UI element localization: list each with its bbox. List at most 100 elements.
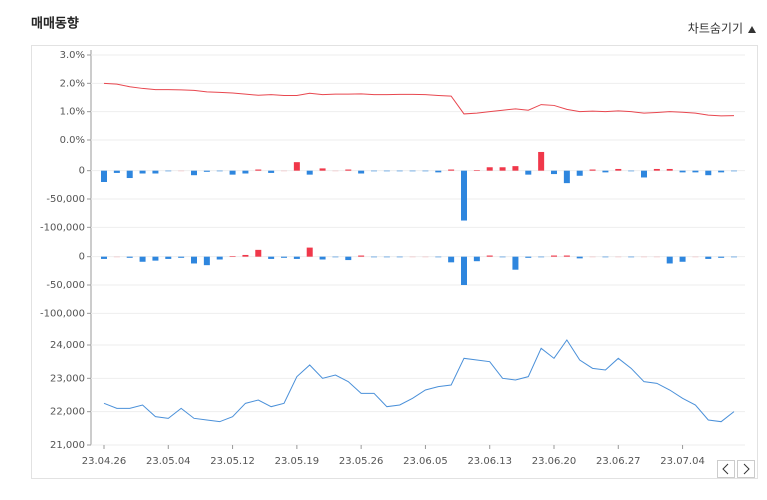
bar (255, 169, 262, 171)
bar (281, 256, 287, 258)
bar (101, 256, 107, 259)
bar (538, 151, 545, 171)
x-tick-label: 23.05.12 (210, 456, 255, 467)
bar (461, 170, 467, 221)
bar (139, 170, 146, 174)
bar (448, 256, 455, 263)
nav-prev[interactable] (717, 460, 735, 478)
x-tick-label: 23.06.27 (596, 456, 641, 467)
bar (551, 255, 557, 257)
bar (332, 170, 339, 172)
bar (191, 170, 197, 176)
bar (306, 170, 313, 175)
bar (692, 170, 699, 173)
bar (281, 170, 287, 172)
y-tick-label: -100,000 (40, 222, 85, 233)
y-tick-label: -100,000 (40, 308, 85, 319)
y-tick-label: 1.0% (60, 107, 85, 118)
x-tick-label: 23.06.13 (467, 456, 512, 467)
bar (345, 169, 352, 171)
bar (152, 256, 159, 261)
bar (512, 256, 519, 270)
bar (113, 170, 120, 173)
bar (242, 254, 249, 257)
bar (486, 255, 493, 257)
nav-next[interactable] (737, 460, 755, 478)
x-tick-label: 23.07.04 (660, 456, 705, 467)
bar (666, 256, 673, 264)
bar (563, 170, 570, 184)
bar (409, 170, 416, 172)
bar (126, 170, 133, 179)
bar (666, 168, 673, 171)
y-tick-label: -50,000 (46, 194, 85, 205)
bar (512, 166, 519, 171)
bar (216, 256, 223, 260)
bar (576, 256, 583, 259)
y-tick-label: 0 (79, 252, 85, 263)
bar (178, 256, 185, 258)
bar (486, 167, 493, 171)
bar (229, 170, 236, 175)
bar (731, 170, 737, 172)
bar (216, 170, 223, 172)
x-tick-label: 23.06.20 (532, 456, 577, 467)
bar (615, 168, 622, 171)
bar (718, 256, 725, 258)
y-tick-label: 0.0% (60, 135, 85, 146)
y-tick-label: 21,000 (50, 440, 85, 451)
bar (409, 256, 416, 258)
bar (628, 256, 635, 258)
bar (306, 247, 313, 257)
bar (293, 256, 300, 259)
bar (165, 170, 172, 172)
bar (371, 256, 377, 258)
bar (191, 256, 197, 264)
bar (718, 170, 725, 173)
bar (422, 170, 429, 172)
bar (628, 170, 635, 172)
bar (358, 255, 365, 257)
bar (705, 256, 712, 259)
bar (563, 255, 570, 257)
bar (422, 256, 429, 258)
bar (679, 256, 686, 262)
bar (178, 170, 185, 172)
bar (641, 256, 647, 258)
bar (203, 170, 210, 172)
bar (139, 256, 146, 262)
y-tick-label: 22,000 (50, 407, 85, 418)
chart-frame (31, 45, 758, 479)
line (103, 82, 735, 117)
bar (679, 170, 686, 173)
bar (435, 256, 442, 258)
bar (551, 170, 557, 175)
bar (499, 256, 506, 258)
bar (653, 256, 660, 258)
bar (255, 249, 262, 257)
bar (113, 256, 120, 258)
bar (229, 256, 236, 257)
bar (242, 170, 249, 174)
bar (332, 256, 339, 258)
bar (203, 256, 210, 266)
toggle-chart[interactable]: 차트숨기기 (688, 22, 743, 36)
toggle-icon[interactable] (748, 26, 756, 33)
bar (152, 170, 159, 174)
bar (319, 256, 326, 260)
bar (473, 170, 480, 171)
y-tick-label: 3.0% (60, 50, 85, 61)
bar (448, 169, 455, 171)
line (103, 339, 735, 423)
bar (319, 168, 326, 171)
bar (358, 170, 365, 174)
bar (473, 256, 480, 262)
bar (499, 167, 506, 171)
bar (396, 170, 403, 172)
bar (293, 162, 300, 171)
y-tick-label: -50,000 (46, 280, 85, 291)
x-tick-label: 23.05.19 (275, 456, 320, 467)
bar (268, 256, 275, 259)
